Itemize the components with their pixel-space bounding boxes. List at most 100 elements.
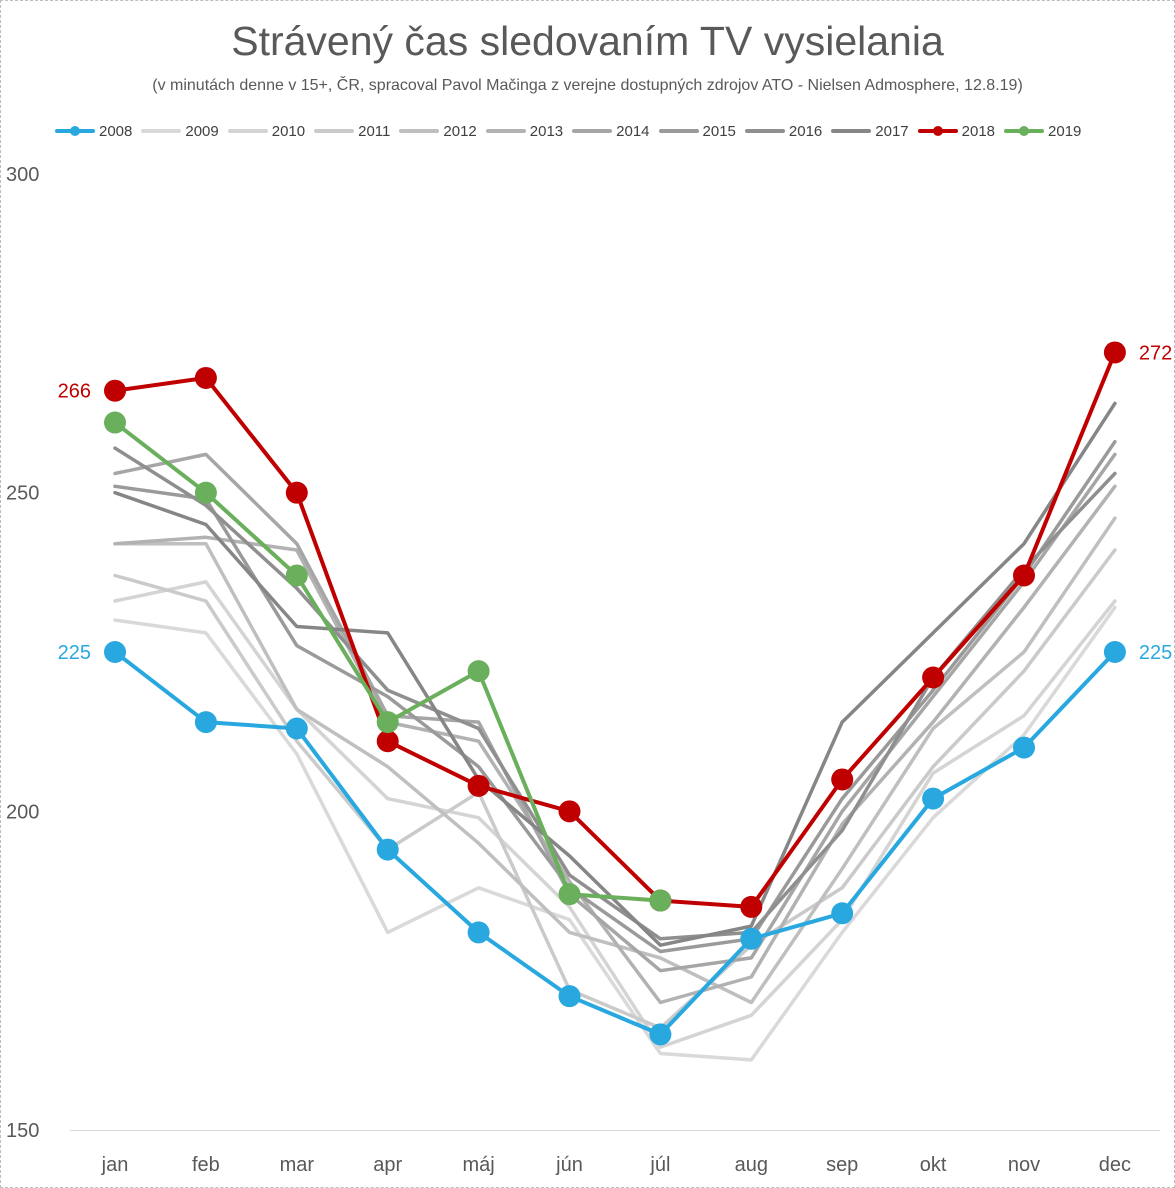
legend: 2008 2009 2010 2011 2012 2013 2014 2015 2016 2017… — [55, 120, 1081, 142]
legend-item-2018: 2018 — [917, 122, 996, 140]
legend-swatch — [485, 129, 526, 133]
legend-item-2011: 2011 — [314, 123, 390, 140]
x-tick-label: okt — [920, 1154, 947, 1176]
legend-swatch — [141, 129, 182, 133]
legend-item-2017: 2017 — [831, 122, 909, 140]
legend-label: 2010 — [271, 122, 306, 140]
x-tick-label: feb — [192, 1154, 220, 1176]
legend-swatch — [744, 129, 785, 133]
legend-label: 2013 — [529, 122, 564, 140]
y-tick-label: 150 — [6, 1120, 39, 1142]
legend-swatch — [572, 129, 613, 133]
series-line-2015 — [113, 439, 1117, 954]
legend-label: 2009 — [185, 122, 219, 140]
series-line-2014 — [113, 452, 1117, 973]
legend-swatch — [227, 129, 268, 133]
data-point-2019 — [194, 481, 217, 504]
legend-marker — [70, 126, 80, 136]
data-point-2018 — [194, 366, 217, 389]
data-point-2018 — [376, 730, 399, 753]
x-tick-label: mar — [280, 1154, 315, 1176]
legend-item-2009: 2009 — [141, 122, 219, 140]
data-point-2018 — [740, 895, 763, 918]
data-point-2018 — [922, 666, 945, 689]
data-point-2008 — [194, 711, 217, 734]
series-line-2008 — [113, 650, 1117, 1037]
legend-item-2016: 2016 — [744, 122, 823, 140]
legend-label: 2014 — [616, 122, 650, 140]
chart-title: Strávený čas sledovaním TV vysielania — [231, 18, 944, 64]
data-label: 272 — [1139, 342, 1172, 364]
data-point-2018 — [467, 774, 490, 797]
data-point-2008 — [285, 717, 308, 740]
data-point-2008 — [467, 921, 490, 944]
data-point-2008 — [1013, 736, 1035, 759]
x-tick-label: apr — [373, 1154, 402, 1176]
legend-label: 2011 — [358, 122, 391, 140]
data-point-2008 — [1103, 641, 1126, 663]
series-line-2012 — [113, 516, 1117, 1005]
y-tick-label: 250 — [6, 483, 39, 505]
y-tick-label: 200 — [6, 801, 39, 823]
data-label: 225 — [1139, 642, 1172, 664]
data-point-2008 — [649, 1023, 672, 1046]
legend-item-2008: 2008 — [55, 123, 132, 140]
x-tick-label: jan — [101, 1154, 129, 1176]
x-tick-label: nov — [1008, 1154, 1040, 1176]
x-tick-label: aug — [735, 1154, 768, 1176]
legend-item-2013: 2013 — [485, 122, 564, 140]
data-point-2019 — [104, 411, 126, 434]
legend-label: 2012 — [443, 122, 477, 140]
data-point-2019 — [467, 660, 490, 683]
legend-swatch — [399, 129, 440, 133]
legend-item-2019: 2019 — [1004, 123, 1081, 140]
data-point-2008 — [922, 787, 945, 810]
legend-swatch — [314, 129, 355, 133]
legend-item-2014: 2014 — [572, 122, 650, 140]
legend-swatch — [831, 129, 872, 133]
legend-item-2012: 2012 — [399, 122, 477, 140]
series-line-2013 — [113, 484, 1117, 1005]
data-point-2019 — [649, 889, 672, 912]
data-point-2008 — [104, 641, 126, 663]
x-tick-label: dec — [1099, 1154, 1131, 1176]
x-tick-label: máj — [462, 1154, 494, 1176]
legend-swatch — [55, 126, 95, 136]
data-point-2008 — [376, 838, 399, 861]
legend-marker — [1019, 126, 1030, 136]
x-tick-label: júl — [649, 1154, 670, 1176]
data-point-2008 — [740, 927, 763, 950]
data-point-2018 — [285, 481, 308, 504]
data-point-2018 — [1013, 564, 1035, 587]
x-tick-label: sep — [826, 1154, 858, 1176]
series-line-2017 — [113, 401, 1117, 947]
legend-label: 2018 — [961, 122, 996, 140]
series-line-2011 — [113, 548, 1117, 1030]
series-line-2009 — [113, 605, 1117, 1062]
data-point-2008 — [831, 902, 854, 925]
data-point-2018 — [1103, 341, 1126, 364]
legend-swatch — [917, 126, 958, 136]
data-point-2018 — [558, 800, 581, 823]
legend-label: 2008 — [99, 122, 133, 140]
data-point-2019 — [558, 883, 581, 906]
series-line-2010 — [113, 580, 1117, 1049]
legend-swatch — [658, 129, 699, 133]
data-point-2018 — [104, 379, 126, 402]
legend-label: 2015 — [702, 122, 736, 140]
legend-marker — [932, 126, 943, 136]
legend-item-2015: 2015 — [658, 122, 736, 140]
data-point-2019 — [285, 564, 308, 587]
legend-label: 2017 — [875, 122, 909, 140]
data-label: 266 — [58, 381, 91, 403]
chart-subtitle: (v minutách denne v 15+, ČR, spracoval P… — [152, 77, 1023, 94]
legend-label: 2019 — [1048, 122, 1082, 140]
data-label: 225 — [58, 642, 91, 664]
series-line-2018 — [113, 350, 1117, 909]
data-point-2019 — [376, 711, 399, 734]
data-point-2008 — [558, 985, 581, 1008]
legend-label: 2016 — [788, 122, 823, 140]
data-point-2018 — [831, 768, 854, 791]
